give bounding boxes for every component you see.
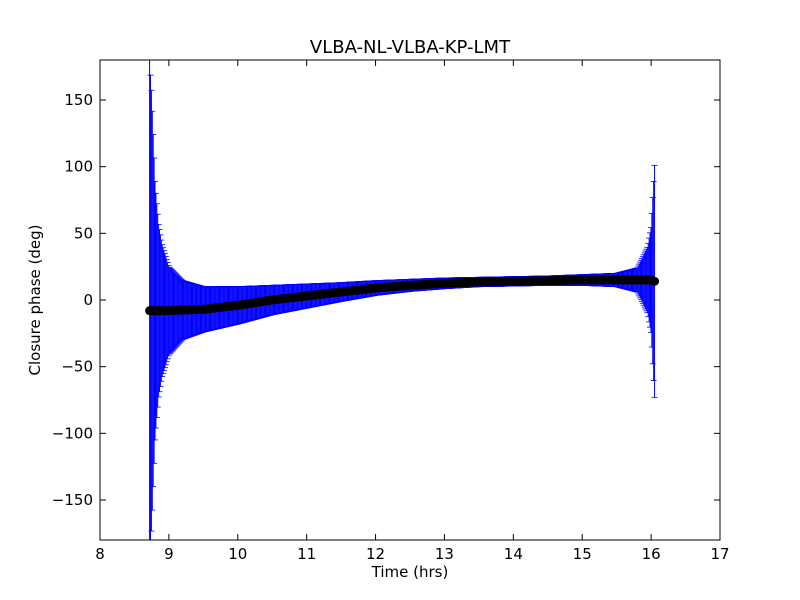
x-tick-label: 12: [366, 545, 385, 563]
y-tick-label: −150: [52, 491, 93, 509]
x-tick-label: 16: [642, 545, 661, 563]
x-axis: 8 9 10 11 12 13 14 15 16 17: [95, 60, 730, 563]
x-tick-label: 17: [710, 545, 729, 563]
x-tick-label: 8: [95, 545, 105, 563]
x-tick-label: 13: [435, 545, 454, 563]
x-tick-label: 14: [504, 545, 523, 563]
x-tick-label: 15: [573, 545, 592, 563]
y-tick-label: 0: [83, 291, 93, 309]
data-markers: [145, 275, 660, 316]
y-tick-label: 100: [64, 158, 93, 176]
chart-title: VLBA-NL-VLBA-KP-LMT: [310, 37, 511, 58]
x-tick-label: 9: [164, 545, 174, 563]
data-point: [650, 276, 660, 286]
y-axis: −150 −100 −50 0 50 100 150: [52, 91, 720, 509]
y-axis-title: Closure phase (deg): [26, 225, 44, 376]
y-tick-label: 150: [64, 91, 93, 109]
x-tick-label: 11: [297, 545, 316, 563]
y-tick-label: 50: [74, 224, 93, 242]
y-tick-label: −50: [61, 358, 93, 376]
x-axis-title: Time (hrs): [371, 563, 449, 581]
x-tick-label: 10: [228, 545, 247, 563]
y-tick-label: −100: [52, 424, 93, 442]
